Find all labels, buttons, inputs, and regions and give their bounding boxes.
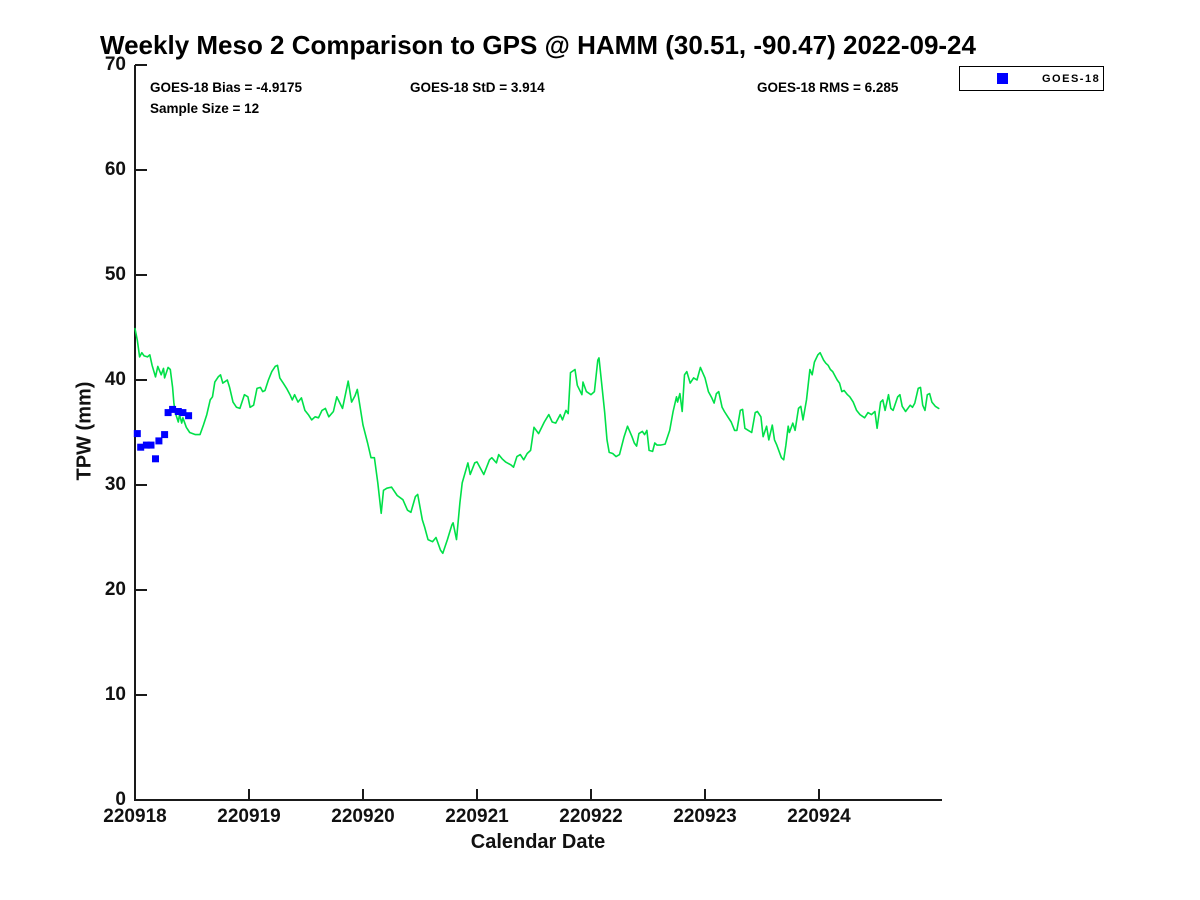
x-tick-label: 220921 <box>445 806 509 827</box>
x-tick-label: 220920 <box>331 806 395 827</box>
stat-sample-size: Sample Size = 12 <box>150 101 260 116</box>
gps-tpw-line <box>134 327 940 555</box>
goes18-marker <box>133 430 141 438</box>
goes18-marker <box>179 409 187 417</box>
legend: GOES-18 <box>959 66 1104 91</box>
goes18-marker <box>174 408 182 415</box>
y-tick-label: 40 <box>104 369 126 390</box>
goes18-marker <box>169 405 177 413</box>
stat-std: GOES-18 StD = 3.914 <box>410 80 545 95</box>
legend-goes18-label: GOES-18 <box>1042 72 1101 85</box>
y-tick-label: 10 <box>104 684 126 705</box>
goes18-marker <box>164 409 172 417</box>
y-tick-label: 20 <box>104 579 126 600</box>
x-tick-label: 220919 <box>217 806 281 827</box>
goes18-marker <box>155 437 163 445</box>
y-tick-label: 70 <box>104 54 126 75</box>
x-axis-label: Calendar Date <box>470 831 606 853</box>
goes18-marker <box>152 455 159 463</box>
goes18-marker <box>137 443 145 451</box>
y-tick-label: 30 <box>104 474 126 495</box>
stat-bias: GOES-18 Bias = -4.9175 <box>150 80 302 95</box>
chart-title: Weekly Meso 2 Comparison to GPS @ HAMM (… <box>100 30 976 60</box>
x-tick-label: 220924 <box>787 806 851 827</box>
x-tick-label: 220918 <box>103 806 167 827</box>
x-tick-label: 220923 <box>673 806 737 827</box>
goes18-marker <box>185 412 193 420</box>
goes18-marker <box>161 431 169 439</box>
goes18-marker <box>142 441 150 449</box>
goes18-marker <box>147 441 155 449</box>
y-tick-label: 50 <box>104 264 126 285</box>
y-tick-label: 0 <box>115 789 126 810</box>
x-tick-label: 220922 <box>559 806 623 827</box>
stat-rms: GOES-18 RMS = 6.285 <box>757 80 899 95</box>
legend-goes18-square-icon <box>997 73 1008 84</box>
y-tick-label: 60 <box>104 159 126 180</box>
